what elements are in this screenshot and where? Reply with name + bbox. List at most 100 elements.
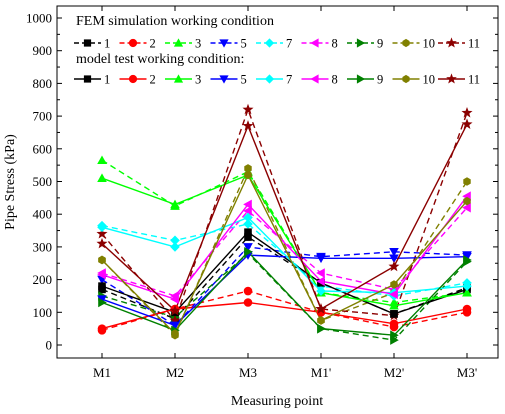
legend-marker-fem-7 xyxy=(264,38,275,48)
point-test-10 xyxy=(244,170,252,180)
point-test-9 xyxy=(390,330,399,340)
legend-label-fem-7: 7 xyxy=(286,37,292,51)
x-tick-label: M3' xyxy=(457,365,477,380)
legend-label-test-7: 7 xyxy=(286,73,292,87)
series-line-test-9 xyxy=(101,250,468,336)
legend-marker-fem-3 xyxy=(173,38,184,47)
y-tick-label: 600 xyxy=(33,141,53,156)
point-test-5 xyxy=(462,252,472,262)
legend-label-fem-5: 5 xyxy=(241,37,247,51)
point-fem-5 xyxy=(389,248,399,257)
point-test-3 xyxy=(170,199,180,209)
series-line-test-7 xyxy=(101,216,468,294)
point-test-7 xyxy=(170,242,180,252)
legend-marker-test-11 xyxy=(446,73,457,84)
point-test-10 xyxy=(390,280,398,289)
point-test-3 xyxy=(462,287,472,297)
point-test-2 xyxy=(97,324,107,333)
point-fem-3 xyxy=(97,155,107,165)
point-test-5 xyxy=(316,254,326,264)
y-axis-title: Pipe Stress (kPa) xyxy=(3,134,18,230)
legend-marker-fem-8 xyxy=(310,38,319,48)
legend-marker-fem-10 xyxy=(402,38,410,48)
legend-marker-test-9 xyxy=(356,74,366,84)
x-tick-label: M3 xyxy=(239,365,257,380)
point-fem-5 xyxy=(243,243,253,252)
series-line-test-1 xyxy=(101,231,468,315)
y-tick-label: 200 xyxy=(33,272,53,287)
point-test-8 xyxy=(243,199,252,210)
point-test-9 xyxy=(463,255,472,265)
point-test-5 xyxy=(97,295,107,305)
legend-label-test-8: 8 xyxy=(332,73,338,87)
point-test-8 xyxy=(389,289,398,300)
legend-marker-test-1 xyxy=(83,75,92,83)
series-line-fem-1 xyxy=(101,236,468,320)
legend-test-title: model test working condition: xyxy=(76,52,244,67)
point-test-8 xyxy=(316,276,325,287)
point-test-11 xyxy=(242,120,254,131)
legend-label-fem-9: 9 xyxy=(377,37,383,51)
point-fem-11 xyxy=(461,107,473,118)
legend-marker-fem-9 xyxy=(356,38,366,48)
point-fem-10 xyxy=(463,177,471,186)
legend-label-fem-8: 8 xyxy=(332,37,338,51)
y-tick-label: 900 xyxy=(33,43,53,58)
point-test-1 xyxy=(98,282,106,290)
x-axis: M1 M2 M3 M1' M2' M3' xyxy=(93,6,477,380)
legend-marker-test-7 xyxy=(264,74,275,84)
point-test-11 xyxy=(388,260,400,272)
point-fem-11 xyxy=(96,228,108,239)
y-tick-label: 300 xyxy=(33,239,53,254)
point-test-8 xyxy=(170,294,179,305)
point-test-9 xyxy=(98,297,107,308)
legend-fem-title: FEM simulation working condition xyxy=(76,14,274,29)
legend-label-fem-10: 10 xyxy=(423,37,436,51)
y-tick-label: 800 xyxy=(33,76,53,91)
series-line-test-3 xyxy=(101,174,468,307)
point-fem-8 xyxy=(243,206,252,216)
point-test-2 xyxy=(462,304,472,314)
legend-label-fem-1: 1 xyxy=(104,37,110,51)
series-line-test-10 xyxy=(101,173,468,335)
series-line-fem-8 xyxy=(101,207,468,297)
series-line-test-8 xyxy=(101,195,468,301)
point-test-7 xyxy=(316,286,326,296)
legend-marker-fem-11 xyxy=(446,37,457,48)
legend-marker-fem-2 xyxy=(128,38,138,48)
point-test-10 xyxy=(171,329,179,338)
point-fem-8 xyxy=(462,202,471,213)
series-line-fem-3 xyxy=(101,159,468,304)
legend-marker-test-5 xyxy=(219,75,229,84)
point-fem-7 xyxy=(243,219,253,229)
point-test-11 xyxy=(315,303,327,314)
point-test-10 xyxy=(98,255,106,265)
legend-label-test-2: 2 xyxy=(150,73,156,87)
legend-marker-test-10 xyxy=(402,74,410,84)
point-fem-2 xyxy=(243,286,253,296)
series-line-fem-2 xyxy=(101,290,468,331)
point-test-2 xyxy=(389,319,399,329)
x-tick-label: M1' xyxy=(311,365,331,380)
point-test-2 xyxy=(243,298,253,307)
point-test-7 xyxy=(462,281,472,291)
series-line-test-11 xyxy=(101,123,468,312)
legend-label-test-10: 10 xyxy=(423,73,436,87)
legend-label-test-1: 1 xyxy=(104,73,110,87)
point-test-11 xyxy=(461,118,473,129)
point-fem-11 xyxy=(242,103,254,115)
legend: FEM simulation working condition model t… xyxy=(74,14,480,87)
x-tick-label: M2' xyxy=(384,365,404,380)
series-line-fem-5 xyxy=(101,246,468,327)
point-test-11 xyxy=(96,237,108,249)
x-axis-title: Measuring point xyxy=(231,394,323,409)
y-tick-label: 400 xyxy=(33,207,53,222)
point-fem-7 xyxy=(170,235,180,246)
legend-label-fem-11: 11 xyxy=(468,37,480,51)
point-test-10 xyxy=(317,316,325,325)
point-fem-1 xyxy=(244,233,252,241)
x-tick-label: M2 xyxy=(166,365,184,380)
point-fem-8 xyxy=(316,268,325,278)
point-fem-11 xyxy=(169,314,181,326)
